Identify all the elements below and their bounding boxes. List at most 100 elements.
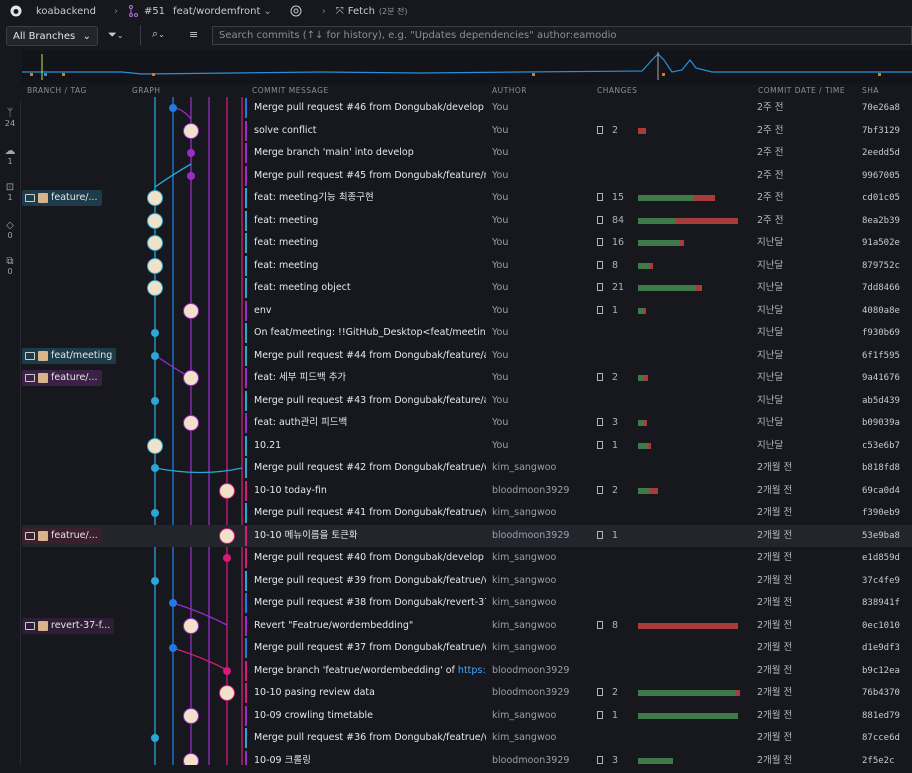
- commit-row[interactable]: Merge pull request #37 from Dongubak/fea…: [22, 637, 912, 659]
- commit-message[interactable]: Merge pull request #44 from Dongubak/fea…: [254, 345, 486, 367]
- commit-row[interactable]: Merge branch 'featrue/wordembedding' of …: [22, 660, 912, 682]
- commit-sha[interactable]: 87cce6d: [862, 733, 900, 743]
- commit-row[interactable]: Merge pull request #45 from Dongubak/fea…: [22, 165, 912, 187]
- commit-avatar-node[interactable]: [183, 415, 199, 431]
- merge-node[interactable]: [169, 599, 177, 607]
- commit-message[interactable]: feat: meeting object: [254, 277, 486, 299]
- commit-row[interactable]: Merge pull request #36 from Dongubak/fea…: [22, 727, 912, 749]
- commit-sha[interactable]: 91a502e: [862, 238, 900, 248]
- commit-message[interactable]: 10-09 crowling timetable: [254, 705, 486, 727]
- merge-node[interactable]: [151, 509, 159, 517]
- commit-row[interactable]: solve conflict You 2 2주 전 7bf3129: [22, 120, 912, 142]
- commit-row[interactable]: feat: meeting You 16 지난달 91a502e: [22, 232, 912, 254]
- commit-message[interactable]: env: [254, 300, 486, 322]
- search-mode-button[interactable]: ⌕⌄: [152, 27, 165, 41]
- commit-sha[interactable]: f930b69: [862, 328, 900, 338]
- commit-sha[interactable]: b818fd8: [862, 463, 900, 473]
- commit-message[interactable]: Merge pull request #40 from Dongubak/dev…: [254, 547, 486, 569]
- commit-sha[interactable]: 879752c: [862, 260, 900, 271]
- worktrees-panel-button[interactable]: ⧉ 0: [2, 256, 18, 276]
- filter-lines-icon[interactable]: ≡: [189, 28, 199, 41]
- commit-message[interactable]: solve conflict: [254, 120, 486, 142]
- remotes-panel-button[interactable]: ☁ 1: [2, 144, 18, 166]
- commit-sha[interactable]: 838941f: [862, 598, 900, 608]
- header-changes[interactable]: CHANGES: [597, 86, 638, 95]
- merge-node[interactable]: [151, 734, 159, 742]
- commit-message[interactable]: Merge pull request #39 from Dongubak/fea…: [254, 570, 486, 592]
- commit-message[interactable]: feat: meeting: [254, 210, 486, 232]
- commit-row[interactable]: Revert "Featrue/wordembedding" kim_sangwo…: [22, 615, 912, 637]
- commit-sha[interactable]: 37c4fe9: [862, 575, 900, 586]
- header-message[interactable]: COMMIT MESSAGE: [252, 86, 329, 95]
- fetch-button[interactable]: ⤧ Fetch (2분 전): [336, 6, 408, 17]
- commit-sha[interactable]: 7bf3129: [862, 125, 900, 136]
- commit-avatar-node[interactable]: [183, 302, 199, 319]
- commit-row[interactable]: 10-09 crowling timetable kim_sangwoo 1 2개월 …: [22, 705, 912, 727]
- merge-node[interactable]: [169, 104, 177, 112]
- commit-avatar-node[interactable]: [183, 122, 199, 139]
- commit-sha[interactable]: 2f5e2c: [862, 755, 895, 766]
- commit-sha[interactable]: 2eedd5d: [862, 148, 900, 158]
- commit-row[interactable]: 10-10 메뉴이름을 토큰화 bloodmoon3929 1 2개월 전 53e9ba…: [22, 524, 912, 547]
- commit-row[interactable]: feat: meeting기능 최종구현 You 15 2주 전 cd01c05: [22, 187, 912, 209]
- commit-sha[interactable]: 881ed79: [862, 710, 900, 721]
- merge-node[interactable]: [223, 554, 231, 562]
- branches-panel-button[interactable]: ᛘ 24: [2, 106, 18, 128]
- commit-avatar-node[interactable]: [183, 617, 199, 634]
- commit-sha[interactable]: 9a41676: [862, 373, 900, 383]
- commit-sha[interactable]: 4080a8e: [862, 305, 900, 316]
- pr-number[interactable]: #51: [143, 5, 166, 17]
- commit-message[interactable]: feat: meeting: [254, 255, 486, 277]
- commit-message[interactable]: On feat/meeting: !!GitHub_Desktop<feat/m…: [254, 322, 486, 344]
- commit-avatar-node[interactable]: [219, 527, 235, 544]
- commit-sha[interactable]: 76b4370: [862, 688, 900, 698]
- commit-sha[interactable]: 53e9ba8: [862, 530, 900, 541]
- commit-row[interactable]: Merge pull request #42 from Dongubak/fea…: [22, 457, 912, 479]
- commit-avatar-node[interactable]: [183, 707, 199, 724]
- commit-sha[interactable]: 6f1f595: [862, 350, 900, 361]
- commit-message[interactable]: 10-10 today-fin: [254, 480, 486, 502]
- commit-sha[interactable]: cd01c05: [862, 193, 900, 203]
- header-date[interactable]: COMMIT DATE / TIME: [758, 86, 846, 95]
- header-sha[interactable]: SHA: [862, 86, 880, 95]
- merge-node[interactable]: [169, 644, 177, 652]
- commit-row[interactable]: feat: auth관리 피드백 You 3 지난달 b09039a: [22, 412, 912, 434]
- merge-node[interactable]: [187, 149, 195, 157]
- commit-row[interactable]: Merge pull request #46 from Dongubak/dev…: [22, 97, 912, 119]
- header-graph[interactable]: GRAPH: [132, 86, 161, 95]
- commit-avatar-node[interactable]: [219, 482, 235, 499]
- commit-sha[interactable]: b09039a: [862, 418, 900, 428]
- commit-sha[interactable]: f390eb9: [862, 508, 900, 518]
- commit-message[interactable]: Merge pull request #36 from Dongubak/fea…: [254, 727, 486, 749]
- commit-sha[interactable]: 8ea2b39: [862, 215, 900, 226]
- commit-message[interactable]: 10-10 pasing review data: [254, 682, 486, 704]
- branch-tag[interactable]: feature/...: [22, 370, 102, 386]
- commit-row[interactable]: 10-10 pasing review data bloodmoon3929 2 2개…: [22, 682, 912, 704]
- merge-node[interactable]: [223, 666, 231, 675]
- commit-message[interactable]: Merge pull request #42 from Dongubak/fea…: [254, 457, 486, 479]
- merge-node[interactable]: [151, 576, 159, 585]
- commit-message[interactable]: Revert "Featrue/wordembedding": [254, 615, 486, 637]
- commit-row[interactable]: feat: meeting You 84 2주 전 8ea2b39: [22, 210, 912, 232]
- pr-segment[interactable]: #51 feat/wordemfront ⌄: [128, 5, 272, 17]
- commit-message[interactable]: Merge pull request #43 from Dongubak/fea…: [254, 390, 486, 412]
- commit-avatar-node[interactable]: [147, 257, 163, 274]
- commit-avatar-node[interactable]: [219, 685, 235, 701]
- repo-name[interactable]: koabackend: [36, 5, 96, 17]
- commit-sha[interactable]: 9967005: [862, 170, 900, 181]
- commit-row[interactable]: 10.21 You 1 지난달 c53e6b7: [22, 435, 912, 457]
- commit-row[interactable]: Merge pull request #43 from Dongubak/fea…: [22, 390, 912, 412]
- commit-avatar-node[interactable]: [147, 437, 163, 454]
- commit-avatar-node[interactable]: [183, 370, 199, 386]
- commit-sha[interactable]: ab5d439: [862, 395, 900, 406]
- merge-node[interactable]: [151, 464, 159, 472]
- commit-row[interactable]: feat: 세부 피드백 추가 You 2 지난달 9a41676: [22, 367, 912, 389]
- commit-row[interactable]: Merge pull request #41 from Dongubak/fea…: [22, 502, 912, 524]
- commit-row[interactable]: Merge pull request #39 from Dongubak/fea…: [22, 570, 912, 592]
- merge-node[interactable]: [151, 396, 159, 405]
- commit-sha[interactable]: 70e26a8: [862, 103, 900, 113]
- commit-row[interactable]: env You 1 지난달 4080a8e: [22, 300, 912, 322]
- commit-message[interactable]: Merge branch 'featrue/wordembedding' of …: [254, 660, 486, 682]
- commit-message[interactable]: feat: meeting: [254, 232, 486, 254]
- commit-avatar-node[interactable]: [147, 235, 163, 251]
